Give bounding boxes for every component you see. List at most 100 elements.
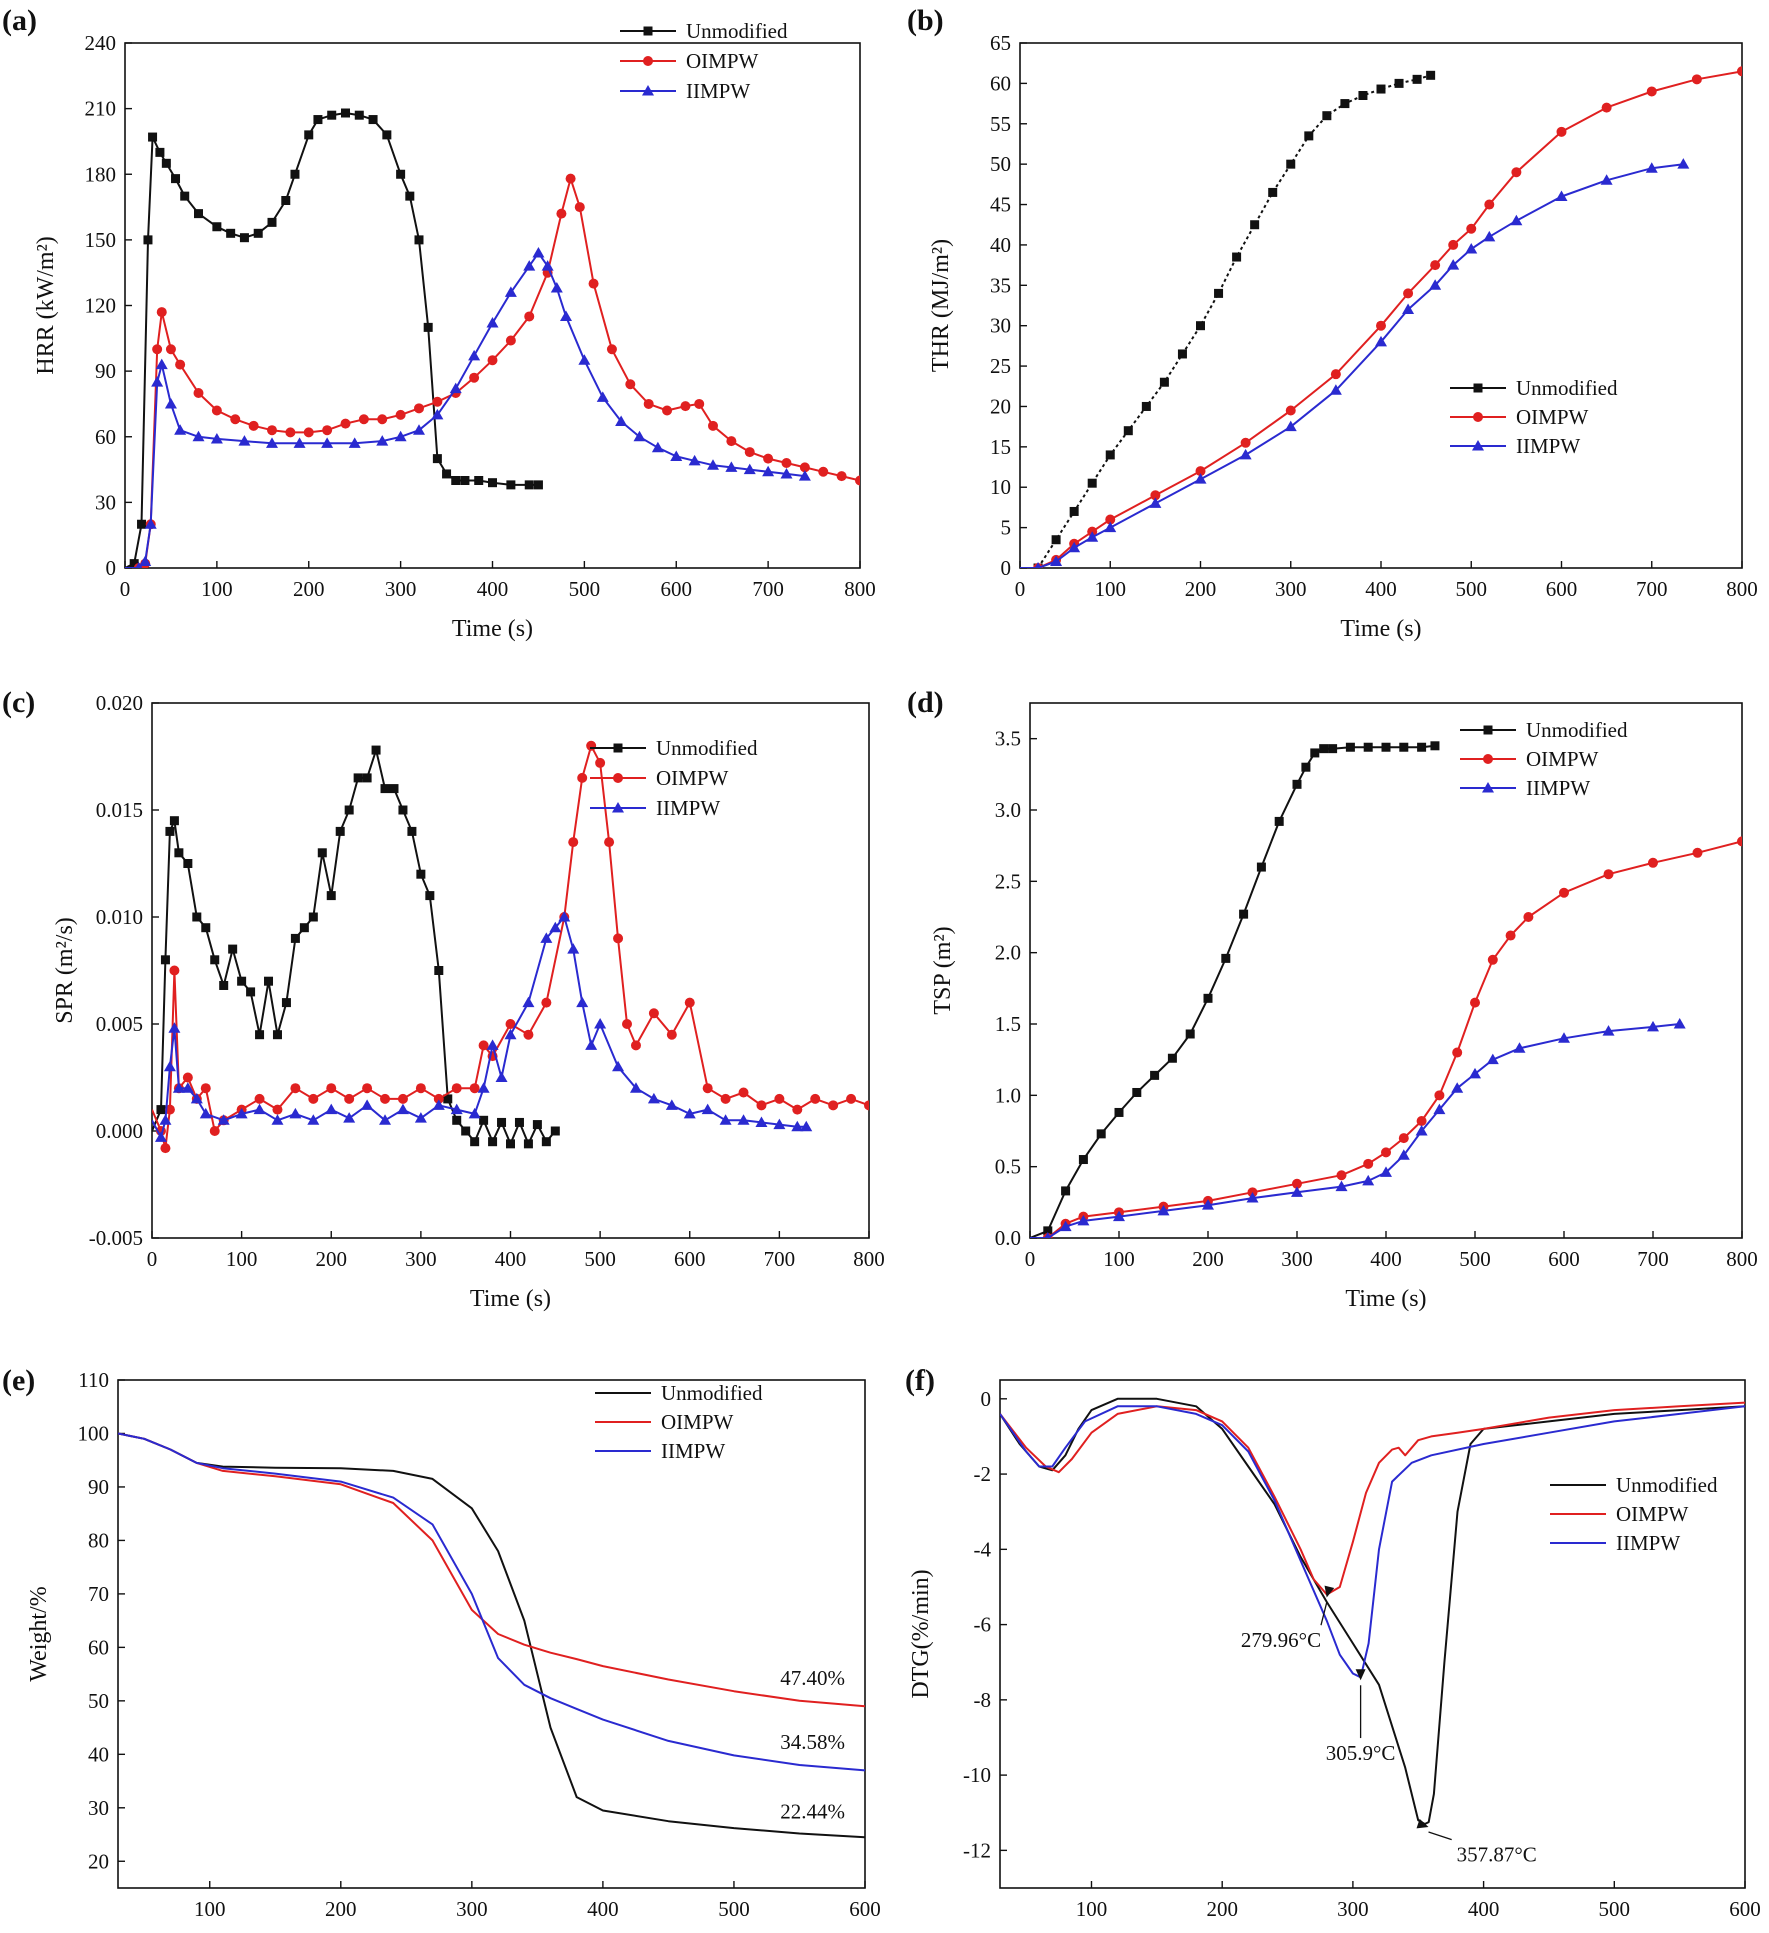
data-point-unmodified: [451, 476, 461, 485]
data-point-oimpw: [505, 1019, 516, 1029]
data-point-oimpw: [322, 425, 333, 436]
data-point-iimpw: [560, 310, 572, 321]
data-point-unmodified: [1232, 252, 1242, 262]
data-point-iimpw: [135, 562, 143, 568]
legend-label-iimpw: IIMPW: [1616, 1531, 1680, 1555]
data-point-unmodified: [137, 519, 147, 529]
data-point-unmodified: [1363, 742, 1373, 752]
data-point-unmodified: [335, 826, 345, 836]
plot-frame: [999, 1379, 1746, 1889]
data-point-iimpw: [343, 1112, 356, 1123]
data-point-oimpw: [415, 1083, 426, 1094]
data-point-oimpw: [680, 401, 691, 412]
series-line-iimpw: [118, 1432, 865, 1772]
data-point-oimpw: [574, 202, 585, 213]
data-point-oimpw: [588, 278, 599, 289]
y-tick-label: 35: [990, 273, 1011, 297]
data-point-iimpw: [567, 943, 580, 954]
data-point-oimpw: [684, 997, 695, 1008]
annotation-arrowhead: [1416, 1818, 1429, 1829]
data-point-unmodified: [452, 1115, 462, 1125]
legend-marker: [643, 56, 653, 66]
data-point-iimpw: [1362, 1174, 1375, 1186]
data-point-iimpw: [1068, 541, 1081, 553]
x-tick-label: 400: [495, 1247, 527, 1271]
data-point-oimpw: [169, 965, 180, 976]
annotation-arrowhead: [1324, 1585, 1335, 1598]
data-point-unmodified: [228, 944, 238, 954]
data-point-unmodified: [290, 169, 300, 179]
data-point-oimpw: [1398, 1133, 1409, 1144]
data-point-oimpw: [565, 173, 576, 184]
y-tick-label: 25: [990, 354, 1011, 378]
legend-marker: [1473, 383, 1483, 393]
series-line-oimpw: [1000, 1401, 1745, 1596]
y-tick-label: 0.5: [995, 1155, 1021, 1179]
data-point-iimpw: [670, 450, 683, 461]
legend-label-oimpw: OIMPW: [656, 766, 729, 790]
y-tick-label: 100: [78, 1421, 110, 1445]
legend-marker: [612, 802, 624, 813]
data-point-unmodified: [1376, 84, 1386, 94]
data-point-unmodified: [165, 826, 175, 836]
data-point-oimpw: [1559, 887, 1569, 898]
data-point-oimpw: [326, 1083, 337, 1094]
data-point-unmodified: [1250, 220, 1260, 230]
data-point-iimpw: [1558, 1032, 1570, 1043]
series-line-oimpw: [118, 1432, 865, 1708]
legend-marker: [613, 743, 623, 753]
data-point-oimpw: [1452, 1047, 1463, 1058]
data-point-unmodified: [313, 115, 323, 125]
x-tick-label: 400: [587, 1897, 619, 1921]
x-tick-label: 600: [1548, 1247, 1580, 1271]
data-point-oimpw: [152, 344, 163, 355]
x-tick-label: 600: [1729, 1897, 1761, 1921]
data-point-iimpw: [432, 1099, 445, 1110]
data-point-unmodified: [169, 816, 179, 826]
y-tick-label: -8: [974, 1688, 992, 1712]
data-point-oimpw: [308, 1093, 319, 1104]
data-point-oimpw: [469, 372, 480, 383]
y-tick-label: 90: [95, 359, 116, 383]
data-point-unmodified: [304, 130, 314, 140]
data-point-oimpw: [1603, 869, 1614, 880]
data-point-oimpw: [478, 1040, 489, 1051]
data-point-iimpw: [1555, 190, 1568, 201]
data-point-unmodified: [253, 228, 263, 238]
data-point-oimpw: [433, 1093, 444, 1104]
x-tick-label: 400: [477, 577, 509, 601]
plot-area: [1000, 1397, 1745, 1825]
data-point-unmodified: [541, 1137, 551, 1147]
data-point-iimpw: [701, 1103, 714, 1115]
data-point-oimpw: [630, 1040, 641, 1051]
data-point-oimpw: [397, 1093, 408, 1104]
data-point-iimpw: [376, 435, 389, 446]
series-line-oimpw: [125, 177, 860, 568]
data-point-iimpw: [1246, 1192, 1259, 1203]
y-tick-label: 3.0: [995, 798, 1021, 822]
data-point-oimpw: [577, 772, 588, 783]
data-point-iimpw: [1149, 497, 1162, 508]
panel-label: (d): [907, 686, 944, 719]
data-point-iimpw: [743, 463, 756, 475]
data-point-oimpw: [720, 1093, 731, 1104]
data-point-oimpw: [556, 208, 567, 219]
legend-marker: [642, 85, 654, 96]
data-point-oimpw: [160, 1143, 171, 1154]
data-point-iimpw: [549, 921, 562, 933]
data-point-oimpw: [290, 1083, 301, 1094]
data-point-iimpw: [707, 459, 719, 470]
data-point-unmodified: [1292, 779, 1302, 789]
data-point-iimpw: [578, 354, 591, 365]
data-point-unmodified: [1214, 288, 1224, 298]
data-point-iimpw: [683, 1107, 696, 1119]
data-point-unmodified: [341, 108, 350, 118]
y-tick-label: 1.0: [995, 1083, 1021, 1107]
data-point-unmodified: [1185, 1029, 1195, 1039]
data-point-iimpw: [1469, 1067, 1481, 1079]
annotation-arrowhead: [1355, 1669, 1366, 1681]
plot-area: [1030, 741, 1742, 1238]
data-point-oimpw: [1601, 102, 1612, 113]
data-point-unmodified: [368, 115, 378, 125]
data-point-oimpw: [254, 1093, 265, 1104]
